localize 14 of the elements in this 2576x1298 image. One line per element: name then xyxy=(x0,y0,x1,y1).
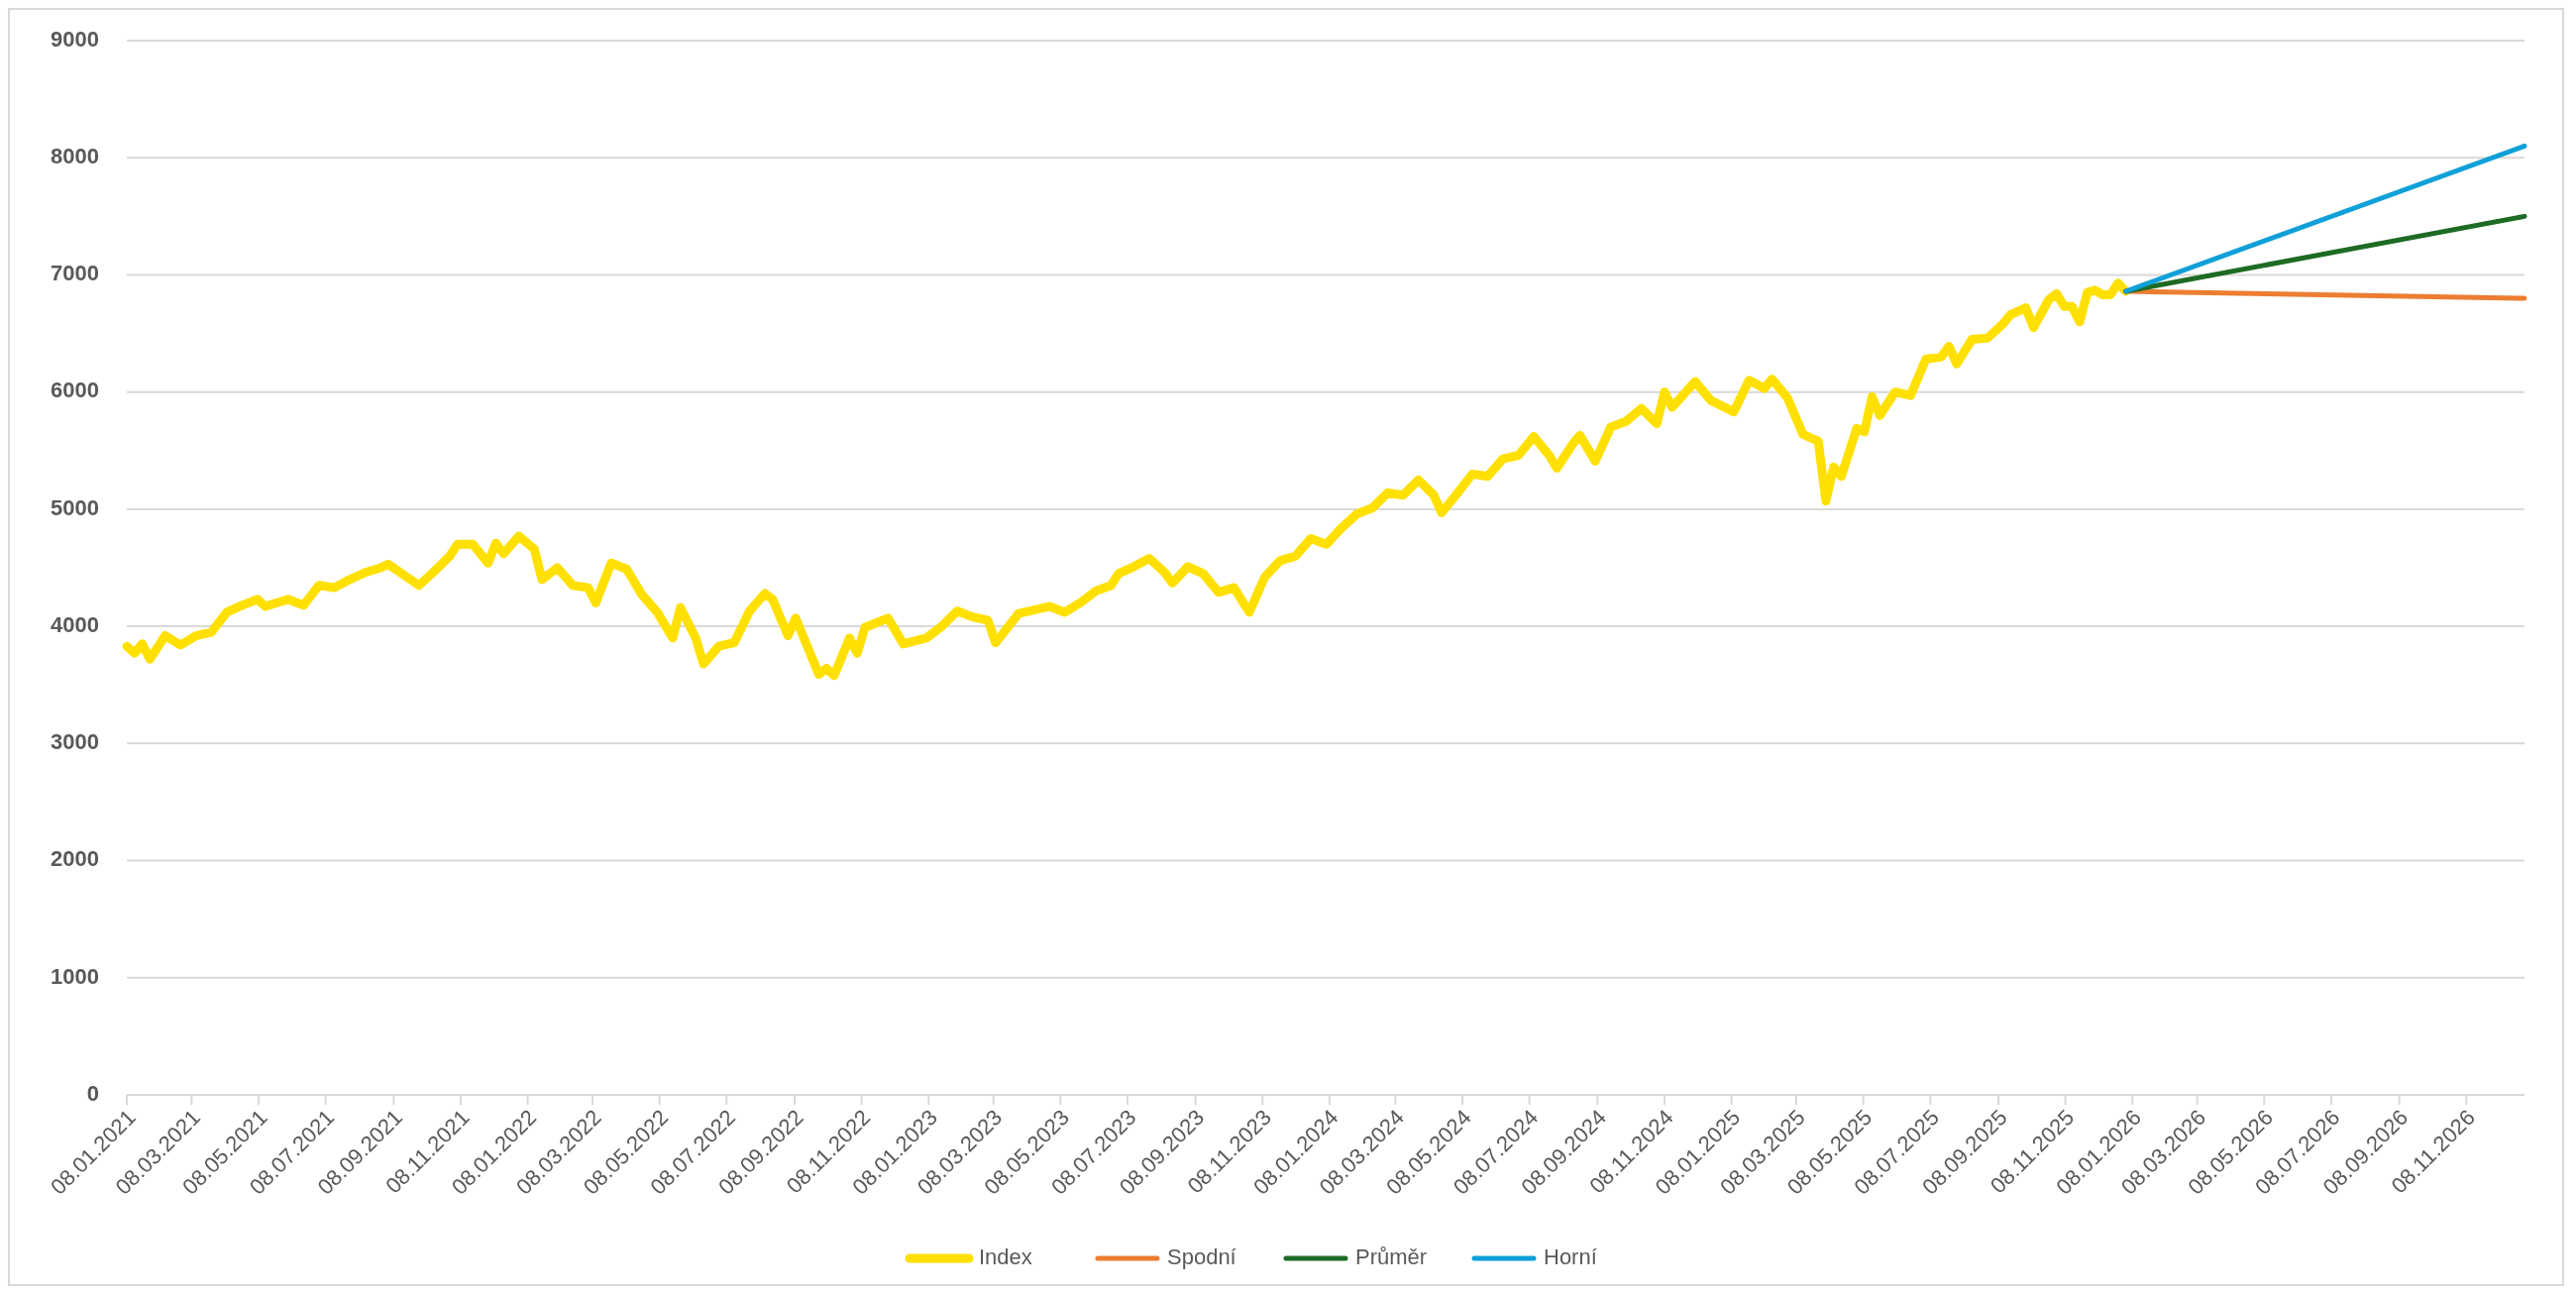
legend-label: Horní xyxy=(1544,1244,1597,1269)
y-tick-label: 1000 xyxy=(51,963,99,989)
y-tick-label: 6000 xyxy=(51,378,99,403)
y-tick-label: 8000 xyxy=(51,144,99,169)
y-tick-label: 5000 xyxy=(51,494,99,520)
y-tick-label: 7000 xyxy=(51,261,99,286)
y-tick-label: 4000 xyxy=(51,611,99,637)
y-tick-label: 3000 xyxy=(51,729,99,755)
y-tick-label: 9000 xyxy=(51,26,99,52)
legend-label: Průměr xyxy=(1355,1244,1428,1269)
y-tick-label: 0 xyxy=(86,1080,99,1106)
legend-label: Index xyxy=(979,1244,1032,1269)
legend-label: Spodní xyxy=(1167,1244,1236,1269)
y-tick-label: 2000 xyxy=(51,846,99,872)
